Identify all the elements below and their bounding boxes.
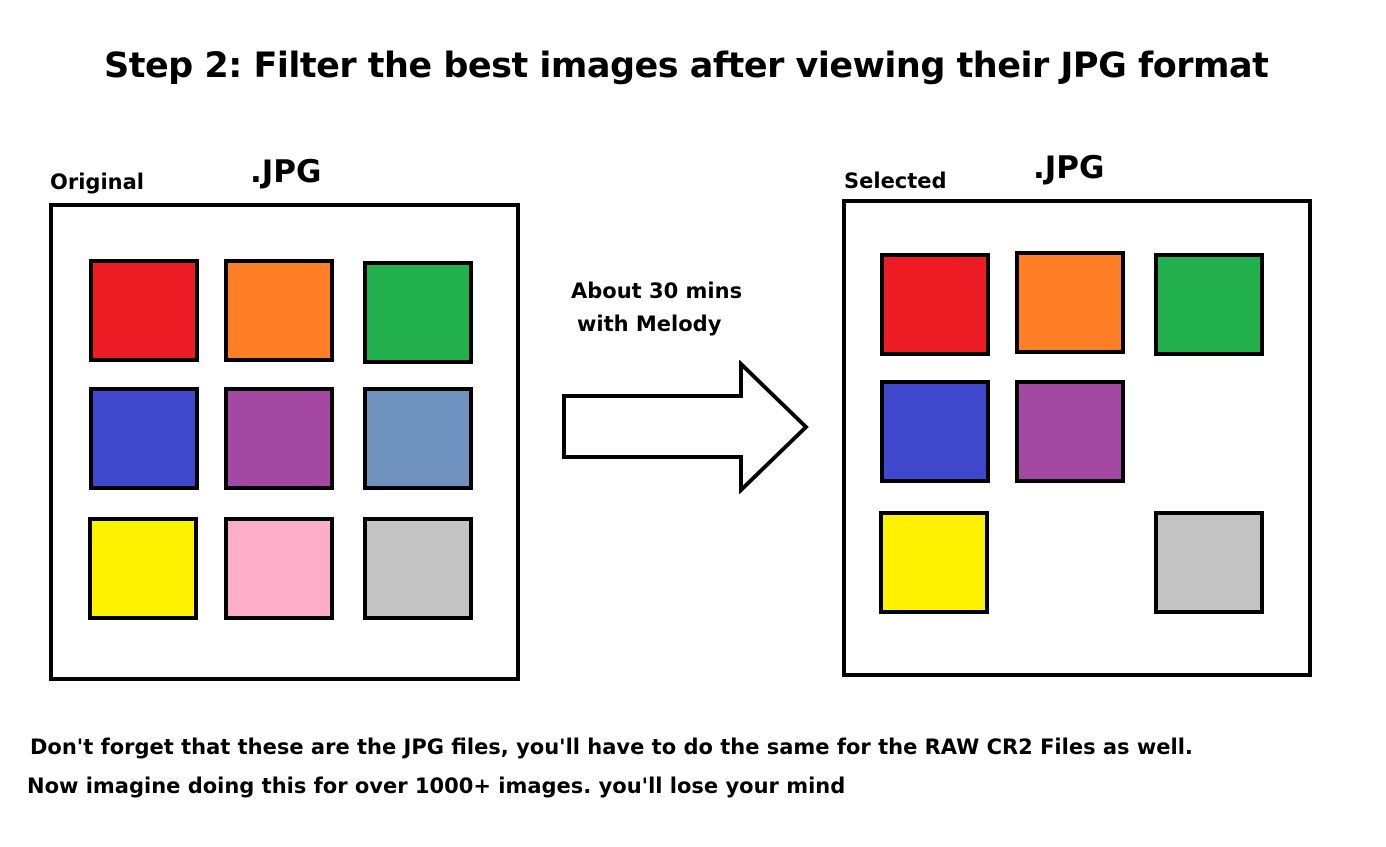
arrow-caption-line1: About 30 mins — [571, 279, 743, 303]
selected-panel — [842, 199, 1312, 677]
original-image-orange — [224, 259, 334, 362]
original-panel — [49, 203, 520, 681]
page-title: Step 2: Filter the best images after vie… — [104, 46, 1269, 86]
original-image-purple — [224, 387, 334, 490]
selected-label: Selected — [844, 169, 947, 193]
original-label: Original — [50, 170, 144, 194]
original-format-label: .JPG — [250, 154, 322, 190]
footer-note-line2: Now imagine doing this for over 1000+ im… — [27, 774, 846, 798]
selected-image-purple — [1015, 380, 1125, 483]
selected-image-red — [880, 253, 990, 356]
selected-image-yellow — [879, 511, 989, 614]
original-image-blue — [89, 387, 199, 490]
right-arrow-icon — [562, 360, 809, 494]
selected-format-label: .JPG — [1033, 150, 1105, 186]
original-image-gray — [363, 517, 473, 620]
original-image-pink — [224, 517, 334, 620]
original-image-green — [363, 261, 473, 364]
selected-image-blue — [880, 380, 990, 483]
footer-note-line1: Don't forget that these are the JPG file… — [30, 735, 1193, 759]
selected-image-gray — [1154, 511, 1264, 614]
arrow-caption-line2: with Melody — [577, 312, 722, 336]
original-image-steel-blue — [363, 387, 473, 490]
selected-image-green — [1154, 253, 1264, 356]
selected-image-orange — [1015, 251, 1125, 354]
original-image-yellow — [88, 517, 198, 620]
original-image-red — [89, 259, 199, 362]
